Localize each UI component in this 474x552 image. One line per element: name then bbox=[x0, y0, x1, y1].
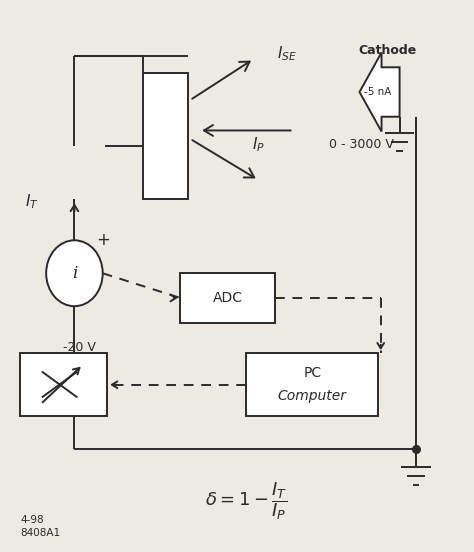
Bar bbox=[246, 353, 378, 416]
Text: $I_P$: $I_P$ bbox=[252, 135, 264, 153]
Text: $I_{SE}$: $I_{SE}$ bbox=[277, 44, 297, 63]
Text: $I_T$: $I_T$ bbox=[25, 193, 39, 211]
Text: 4-98: 4-98 bbox=[20, 516, 44, 526]
Circle shape bbox=[46, 240, 103, 306]
Text: -5 nA: -5 nA bbox=[364, 87, 391, 97]
Text: i: i bbox=[72, 265, 77, 282]
Bar bbox=[181, 273, 275, 323]
Text: Cathode: Cathode bbox=[358, 44, 417, 57]
Text: $\delta = 1 - \dfrac{I_T}{I_P}$: $\delta = 1 - \dfrac{I_T}{I_P}$ bbox=[205, 480, 288, 522]
Text: 0 - 3000 V: 0 - 3000 V bbox=[329, 137, 394, 151]
Text: PC: PC bbox=[303, 366, 321, 380]
Text: 8408A1: 8408A1 bbox=[20, 528, 60, 538]
Text: ADC: ADC bbox=[212, 291, 243, 305]
Bar bbox=[20, 353, 108, 416]
Text: Computer: Computer bbox=[278, 389, 347, 403]
Polygon shape bbox=[359, 52, 400, 131]
Bar bbox=[143, 73, 188, 199]
Text: +: + bbox=[96, 231, 109, 250]
Text: -20 V: -20 V bbox=[63, 341, 96, 354]
